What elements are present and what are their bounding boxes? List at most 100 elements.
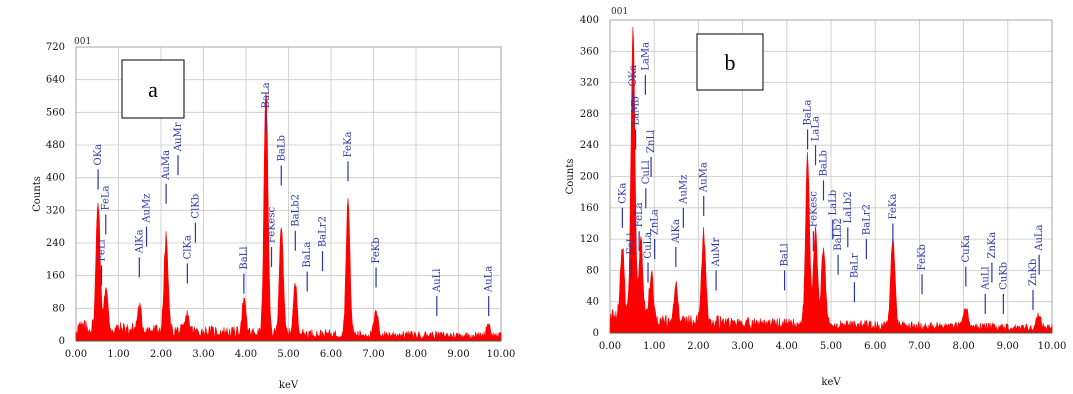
- x-tick-label: 10.00: [487, 349, 516, 360]
- y-tick-label: 120: [580, 234, 599, 245]
- peak-label: AuLa: [1034, 224, 1045, 251]
- y-tick-label: 80: [52, 303, 65, 314]
- spectrum-panel-b: 0.00 1.00 2.00 3.00 4.00 5.00 6.00 7.00 8.00 9.00…: [565, 7, 1066, 388]
- panel-label-box: [696, 33, 764, 91]
- peak-label: LaLb: [828, 190, 839, 216]
- y-tick-label: 80: [586, 265, 599, 276]
- peak-label: BaLa: [302, 242, 313, 268]
- y-tick-label: 160: [580, 203, 599, 214]
- spectrum-area: [75, 92, 502, 342]
- spectrum-code: 001: [611, 7, 628, 17]
- peak-label: CuLl: [641, 160, 652, 184]
- peak-label: FeKa: [888, 194, 899, 220]
- y-tick-label: 0: [59, 336, 65, 347]
- peak-label: ClKa: [182, 235, 193, 259]
- peak-label: CKa: [617, 183, 628, 204]
- peak-label: AuLl: [980, 266, 991, 291]
- x-tick-label: 9.00: [997, 341, 1019, 352]
- peak-label: AuMz: [142, 193, 153, 223]
- y-tick-label: 280: [580, 109, 599, 120]
- x-tick-label: 9.00: [447, 349, 469, 360]
- peak-label: FeLa: [101, 185, 112, 210]
- peak-label: BaLr2: [861, 204, 872, 235]
- x-tick-label: 5.00: [277, 349, 299, 360]
- peak-label: AuMa: [699, 162, 710, 193]
- x-tick-label: 8.00: [405, 349, 427, 360]
- peak-label: BaLl: [780, 243, 791, 266]
- panel-label: b: [725, 50, 736, 75]
- peak-label: LaMb: [631, 96, 642, 125]
- x-tick-label: 3.00: [192, 349, 214, 360]
- peak-label: FeKesc: [808, 191, 819, 228]
- x-tick-label: 1.00: [643, 341, 665, 352]
- peak-label: AuLa: [484, 266, 495, 293]
- peak-label: BaLr: [849, 253, 860, 278]
- spectrum-panel-a: 0.00 1.00 2.00 3.00 4.00 5.00 6.00 7.00 8.00 9.00…: [32, 37, 515, 391]
- peak-label: OKa: [628, 65, 639, 87]
- x-tick-label: 6.00: [864, 341, 886, 352]
- spectrum-code: 001: [74, 37, 91, 47]
- y-tick-label: 640: [46, 75, 65, 86]
- y-tick-label: 200: [580, 172, 599, 183]
- y-tick-label: 0: [593, 328, 599, 339]
- y-axis-label: Counts: [565, 159, 576, 195]
- peak-label: AuMr: [711, 237, 722, 267]
- y-tick-label: 560: [46, 107, 65, 118]
- x-tick-label: 4.00: [235, 349, 257, 360]
- peak-label: CuKa: [961, 235, 972, 263]
- peak-label: AuMz: [678, 175, 689, 205]
- peak-label: FeKb: [371, 237, 382, 263]
- x-tick-label: 0.00: [65, 349, 87, 360]
- peak-label: ZnLa: [650, 209, 661, 235]
- y-tick-label: 240: [46, 238, 65, 249]
- x-tick-label: 8.00: [952, 341, 974, 352]
- y-tick-label: 40: [586, 297, 599, 308]
- x-tick-label: 2.00: [150, 349, 172, 360]
- peak-label: BaLb: [818, 150, 829, 176]
- peak-label: BaLa: [803, 100, 814, 126]
- peak-label: AlKa: [134, 229, 145, 254]
- peak-label: ZnLl: [646, 130, 657, 153]
- peak-label: CuKb: [998, 262, 1009, 290]
- peak-label: FeLa: [634, 202, 645, 227]
- peak-label: CuLa: [643, 232, 654, 259]
- peak-label: BaLb2: [290, 194, 301, 227]
- y-tick-label: 240: [580, 140, 599, 151]
- peak-label: LaMa: [640, 42, 651, 71]
- peak-label: BaLa: [261, 82, 272, 108]
- y-tick-label: 320: [580, 78, 599, 89]
- peak-label: BaLl: [239, 246, 250, 269]
- y-tick-label: 320: [46, 205, 65, 216]
- x-tick-label: 5.00: [820, 341, 842, 352]
- peak-label: LaLb2: [843, 191, 854, 223]
- x-tick-label: 10.00: [1038, 341, 1067, 352]
- peak-label: ClKb: [190, 194, 201, 219]
- peak-label: BaLb2: [833, 218, 844, 251]
- peak-label: FeKb: [917, 244, 928, 270]
- y-tick-label: 720: [46, 42, 65, 53]
- panel-label: a: [148, 77, 158, 102]
- x-tick-label: 2.00: [687, 341, 709, 352]
- y-tick-label: 360: [580, 46, 599, 57]
- x-tick-label: 4.00: [776, 341, 798, 352]
- peak-label: AlKa: [671, 219, 682, 244]
- x-tick-label: 3.00: [731, 341, 753, 352]
- spectrum-area: [609, 26, 1053, 334]
- x-axis-label: keV: [279, 380, 299, 391]
- x-tick-label: 6.00: [320, 349, 342, 360]
- peak-label: ZnKb: [1028, 259, 1039, 286]
- peak-label: AuLl: [432, 269, 443, 294]
- peak-label: FeLl: [97, 239, 108, 261]
- peak-label: AuMa: [161, 150, 172, 181]
- peak-label: ZnKa: [987, 232, 998, 259]
- peak-label: AuMr: [173, 122, 184, 152]
- peak-label: FeKa: [343, 132, 354, 158]
- peak-label: FeKesc: [267, 207, 278, 244]
- x-tick-label: 0.00: [599, 341, 621, 352]
- x-tick-label: 1.00: [107, 349, 129, 360]
- y-tick-label: 400: [580, 15, 599, 26]
- x-tick-label: 7.00: [362, 349, 384, 360]
- peak-label: FeLl: [626, 233, 637, 255]
- x-tick-label: 7.00: [908, 341, 930, 352]
